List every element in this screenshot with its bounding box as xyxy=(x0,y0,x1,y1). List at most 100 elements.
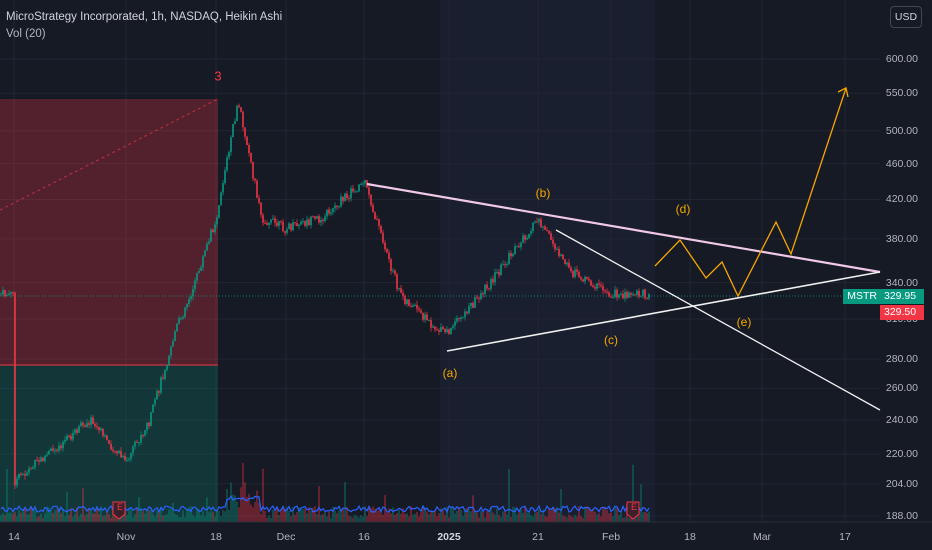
candle-body xyxy=(492,279,494,283)
candle-body xyxy=(432,326,434,328)
upper-trendline[interactable] xyxy=(366,182,881,274)
candle-body xyxy=(182,316,184,319)
lower-trendline[interactable] xyxy=(446,271,881,352)
candle-body xyxy=(234,121,236,125)
volume-bar xyxy=(422,506,424,522)
volume-bar xyxy=(426,511,428,522)
candle-body xyxy=(120,450,122,458)
candle-body xyxy=(450,327,452,335)
candle-body xyxy=(132,446,134,454)
volume-bar xyxy=(246,497,248,522)
candle-body xyxy=(174,331,176,341)
volume-bar xyxy=(346,506,348,522)
price-tick-label: 600.00 xyxy=(885,53,918,65)
volume-bar xyxy=(176,514,178,522)
volume-bar xyxy=(584,507,586,522)
volume-bar xyxy=(556,506,558,522)
candle-body xyxy=(24,473,26,476)
candle-body xyxy=(150,412,152,427)
volume-bar xyxy=(92,513,94,522)
candle-body xyxy=(10,292,12,294)
candle-body xyxy=(188,299,190,304)
candle-body xyxy=(604,290,606,292)
volume-bar xyxy=(608,513,610,522)
volume-bar xyxy=(232,494,234,522)
volume-bar xyxy=(590,510,592,522)
volume-indicator-label[interactable]: Vol (20) xyxy=(6,28,46,40)
currency-button[interactable]: USD xyxy=(890,6,922,28)
candle-body xyxy=(456,318,458,322)
wave-marker-3: 3 xyxy=(214,68,222,84)
volume-bar xyxy=(406,513,408,522)
volume-bar xyxy=(448,517,450,522)
price-tick-label: 340.00 xyxy=(885,276,918,289)
candle-body xyxy=(524,235,526,240)
candle-body xyxy=(496,272,498,274)
volume-bar xyxy=(150,509,152,522)
candle-body xyxy=(564,259,566,265)
volume-bar xyxy=(378,509,380,522)
candle-body xyxy=(610,296,612,298)
volume-bar xyxy=(366,516,368,522)
candle-body xyxy=(116,451,118,454)
volume-bar xyxy=(48,507,50,522)
candle-body xyxy=(404,296,406,305)
volume-bar xyxy=(164,515,166,522)
volume-bar xyxy=(502,511,504,522)
candle-body xyxy=(124,456,126,461)
candle-body xyxy=(320,219,322,223)
candle-body xyxy=(596,283,598,289)
volume-bar xyxy=(194,516,196,522)
candle-body xyxy=(392,270,394,272)
candle-body xyxy=(390,259,392,271)
volume-bar xyxy=(54,509,56,522)
volume-bar xyxy=(40,513,42,522)
volume-bar xyxy=(98,513,100,522)
volume-bar xyxy=(260,513,262,522)
candle-body xyxy=(594,287,596,289)
candle-body xyxy=(358,184,360,192)
volume-bar xyxy=(136,508,138,522)
symbol-title[interactable]: MicroStrategy Incorporated, 1h, NASDAQ, … xyxy=(6,11,283,23)
candle-body xyxy=(202,256,204,268)
candle-body xyxy=(344,193,346,202)
earnings-marker-2[interactable] xyxy=(626,501,640,520)
candle-body xyxy=(360,183,362,185)
volume-bar xyxy=(146,510,148,522)
volume-bar xyxy=(536,511,538,522)
volume-bar xyxy=(128,507,130,522)
candle-body xyxy=(454,321,456,326)
volume-bar xyxy=(564,516,566,522)
candle-body xyxy=(588,278,590,281)
volume-bar xyxy=(496,508,498,522)
volume-bar xyxy=(78,516,80,522)
candle-body xyxy=(644,289,646,298)
volume-bar xyxy=(158,510,160,522)
volume-bar xyxy=(8,512,10,522)
candle-body xyxy=(288,223,290,230)
volume-bar xyxy=(30,506,32,522)
candle-body xyxy=(80,422,82,427)
candle-body xyxy=(530,231,532,234)
candle-body xyxy=(130,453,132,459)
candle-body xyxy=(388,252,390,260)
wave-projection-path[interactable] xyxy=(654,87,847,298)
volume-bar xyxy=(562,515,564,522)
candle-body xyxy=(32,467,34,469)
descending-trendline[interactable] xyxy=(555,229,881,411)
volume-bar xyxy=(42,517,44,522)
candle-body xyxy=(640,295,642,297)
volume-bar xyxy=(214,516,216,522)
candles xyxy=(0,103,650,489)
volume-bar xyxy=(388,508,390,522)
candle-body xyxy=(342,196,344,202)
candle-body xyxy=(624,292,626,299)
volume-bar xyxy=(6,468,8,522)
volume-bar xyxy=(0,515,2,522)
earnings-marker-1[interactable] xyxy=(112,501,126,520)
volume-bar xyxy=(430,511,432,522)
candle-body xyxy=(434,326,436,330)
candle-body xyxy=(488,288,490,290)
candle-body xyxy=(380,226,382,233)
